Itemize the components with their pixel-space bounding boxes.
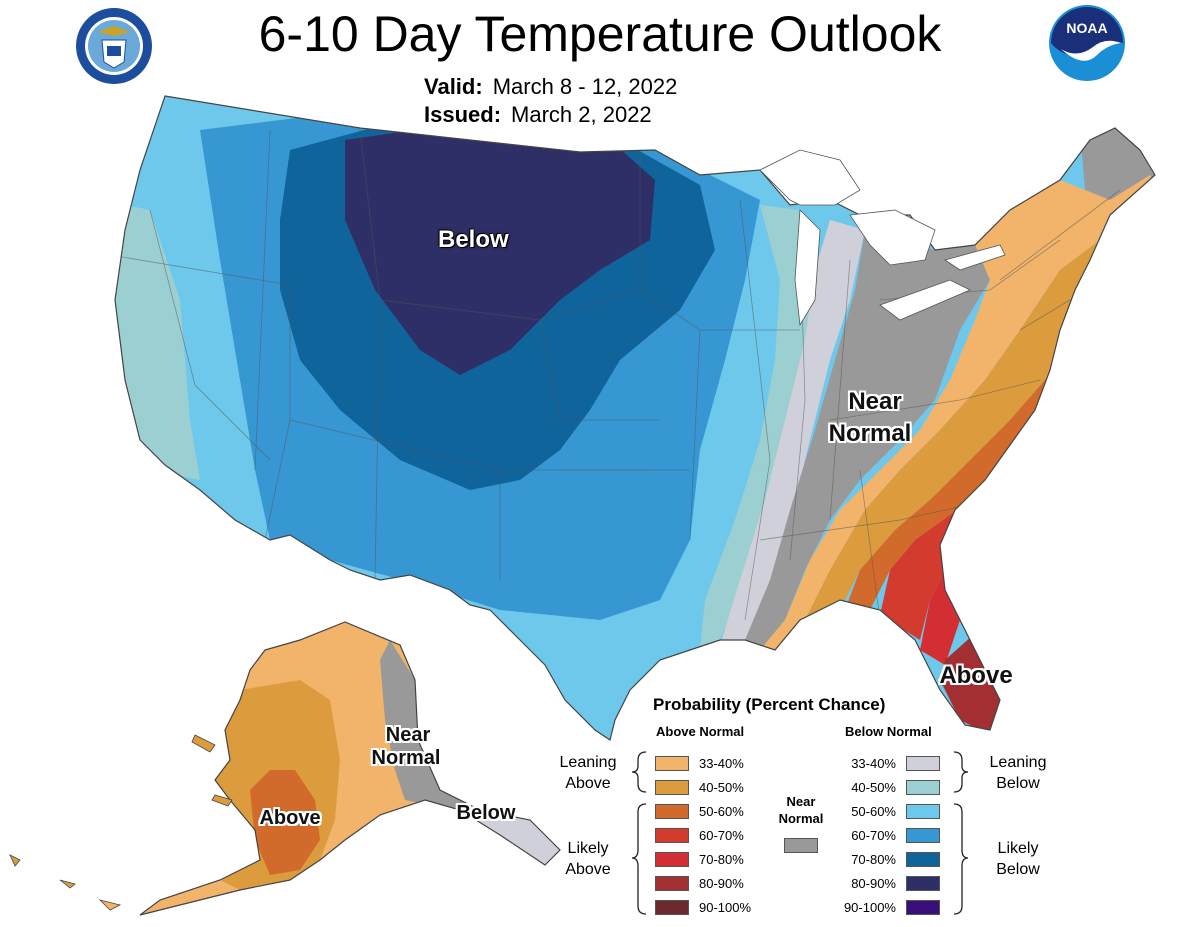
legend-above-header: Above Normal (656, 724, 745, 739)
below-swatch-label: 50-60% (851, 803, 896, 819)
likely-below-2: Below (996, 861, 1040, 878)
above-swatch (655, 827, 689, 843)
near-normal-header: Near Normal (770, 793, 832, 827)
above-legend-row: 80-90% (655, 874, 744, 892)
department-of-commerce-seal (74, 6, 154, 86)
above-swatch (655, 899, 689, 915)
leaning-below-2: Below (996, 775, 1040, 792)
above-swatch-label: 40-50% (699, 779, 744, 795)
brace-likely-above (631, 803, 647, 915)
below-swatch (906, 755, 940, 771)
likely-above-2: Above (565, 861, 611, 878)
below-legend-row: 80-90% (838, 874, 940, 892)
valid-value: March 8 - 12, 2022 (492, 74, 678, 99)
above-swatch-label: 80-90% (699, 875, 744, 891)
near-normal-swatch (784, 838, 818, 853)
above-swatch-label: 60-70% (699, 827, 744, 843)
issued-value: March 2, 2022 (511, 102, 652, 127)
above-swatch (655, 875, 689, 891)
likely-below-1: Likely (997, 840, 1039, 857)
below-legend-row: 90-100% (838, 898, 940, 916)
above-swatch (655, 851, 689, 867)
leaning-below-label: Leaning Below (980, 752, 1056, 794)
below-legend-row: 33-40% (838, 754, 940, 772)
valid-line: Valid: March 8 - 12, 2022 (424, 74, 677, 100)
leaning-below-1: Leaning (989, 754, 1047, 771)
above-swatch-label: 70-80% (699, 851, 744, 867)
leaning-above-1: Leaning (559, 754, 617, 771)
above-legend-row: 50-60% (655, 802, 744, 820)
below-legend-row: 40-50% (838, 778, 940, 796)
label-ak-below: Below (456, 802, 516, 824)
label-near-normal-2: Normal (828, 420, 912, 447)
legend-below-header: Below Normal (845, 724, 932, 739)
above-swatch-label: 50-60% (699, 803, 744, 819)
noaa-logo: NOAA (1047, 3, 1127, 83)
brace-leaning-below (953, 751, 969, 793)
page-title: 6-10 Day Temperature Outlook (258, 6, 942, 62)
below-swatch (906, 803, 940, 819)
label-ak-above: Above (259, 807, 321, 829)
brace-likely-below (953, 803, 969, 915)
valid-label: Valid: (424, 74, 483, 99)
label-above: Above (939, 662, 1013, 689)
below-swatch-label: 90-100% (843, 899, 896, 915)
below-legend-row: 50-60% (838, 802, 940, 820)
label-below: Below (438, 226, 509, 253)
label-ak-near-2: Normal (371, 747, 441, 769)
noaa-logo-text: NOAA (1066, 20, 1107, 36)
above-legend-row: 40-50% (655, 778, 744, 796)
below-swatch-label: 80-90% (851, 875, 896, 891)
leaning-above-label: Leaning Above (550, 752, 626, 794)
brace-leaning-above (631, 751, 647, 793)
below-legend-row: 60-70% (838, 826, 940, 844)
label-ak-near-1: Near (385, 724, 431, 746)
below-swatch (906, 827, 940, 843)
below-swatch-label: 33-40% (851, 755, 896, 771)
below-swatch (906, 851, 940, 867)
below-legend-row: 70-80% (838, 850, 940, 868)
above-swatch-label: 90-100% (699, 899, 752, 915)
near-normal-header-1: Near (786, 794, 816, 809)
above-legend-row: 60-70% (655, 826, 744, 844)
below-swatch (906, 875, 940, 891)
issued-label: Issued: (424, 102, 502, 127)
likely-above-label: Likely Above (550, 838, 626, 880)
below-swatch-label: 70-80% (851, 851, 896, 867)
below-swatch-label: 40-50% (851, 779, 896, 795)
above-swatch (655, 779, 689, 795)
below-swatch (906, 779, 940, 795)
near-normal-header-2: Normal (778, 811, 824, 826)
above-legend-row: 90-100% (655, 898, 751, 916)
issued-line: Issued: March 2, 2022 (424, 102, 652, 128)
likely-below-label: Likely Below (980, 838, 1056, 880)
above-swatch (655, 803, 689, 819)
label-near-normal-1: Near (848, 388, 902, 415)
legend-title: Probability (Percent Chance) (653, 695, 886, 714)
above-swatch-label: 33-40% (699, 755, 744, 771)
above-legend-row: 33-40% (655, 754, 744, 772)
likely-above-1: Likely (567, 840, 609, 857)
above-swatch (655, 755, 689, 771)
below-swatch (906, 899, 940, 915)
leaning-above-2: Above (565, 775, 611, 792)
below-swatch-label: 60-70% (851, 827, 896, 843)
above-legend-row: 70-80% (655, 850, 744, 868)
